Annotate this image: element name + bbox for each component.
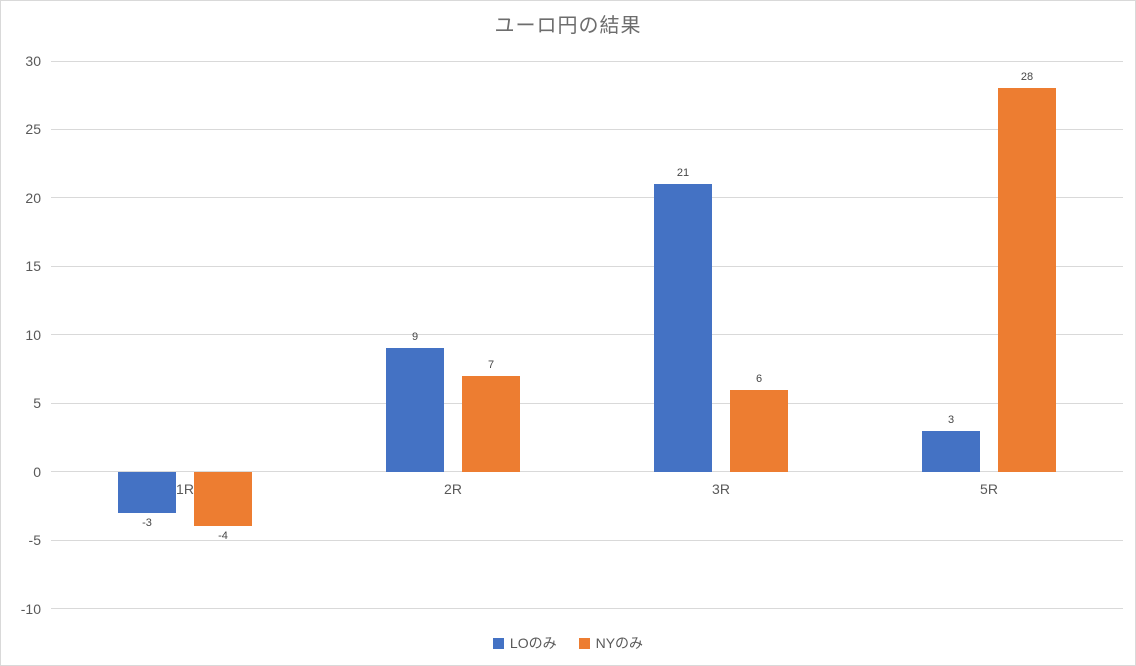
y-axis-tick-label: -5 [28,532,41,549]
legend-item: NYのみ [578,633,644,653]
x-axis-category-label: 3R [712,480,730,497]
bar-value-label: -4 [218,530,228,543]
y-gridline [51,60,1123,62]
x-axis-category-label: 5R [980,480,998,497]
legend-item-label: LOのみ [509,635,557,651]
bar-NYのみ-3R [730,389,788,472]
bar-value-label: 9 [411,331,419,344]
legend: LOのみ NYのみ [1,633,1135,653]
y-axis-tick-label: 25 [25,121,41,138]
bar-LOのみ-2R [386,348,444,472]
y-gridline [51,539,1123,541]
bar-value-label: -3 [142,516,152,529]
bar-value-label: 28 [1020,71,1034,84]
x-axis-category-label: 2R [444,480,462,497]
y-axis-tick-label: 20 [25,189,41,206]
legend-item-label: NYのみ [595,635,644,651]
bar-value-label: 7 [487,358,495,371]
chart-title: ユーロ円の結果 [494,15,642,37]
y-axis-tick-label: 15 [25,258,41,275]
bar-NYのみ-5R [998,88,1056,472]
y-gridline [51,471,1123,473]
bar-value-label: 21 [676,167,690,180]
bar-NYのみ-1R [194,471,252,527]
bar-value-label: 6 [755,372,763,385]
y-axis-tick-label: -10 [20,600,41,617]
y-gridline [51,128,1123,130]
y-axis-tick-label: 5 [33,395,41,412]
y-axis-tick-label: 10 [25,326,41,343]
bar-value-label: 3 [947,413,955,426]
bar-NYのみ-2R [462,375,520,472]
bar-LOのみ-1R [118,471,176,513]
bar-LOのみ-5R [922,430,980,472]
x-axis-category-label: 1R [176,480,194,497]
legend-swatch-icon [492,637,504,649]
legend-swatch-icon [578,637,590,649]
legend-item: LOのみ [492,633,557,653]
y-axis-tick-label: 30 [25,53,41,69]
y-gridline [51,608,1123,609]
y-gridline [51,334,1123,336]
y-axis-tick-label: 0 [33,463,41,480]
bar-LOのみ-3R [654,184,712,472]
y-gridline [51,197,1123,199]
y-gridline [51,265,1123,267]
y-gridline [51,402,1123,404]
